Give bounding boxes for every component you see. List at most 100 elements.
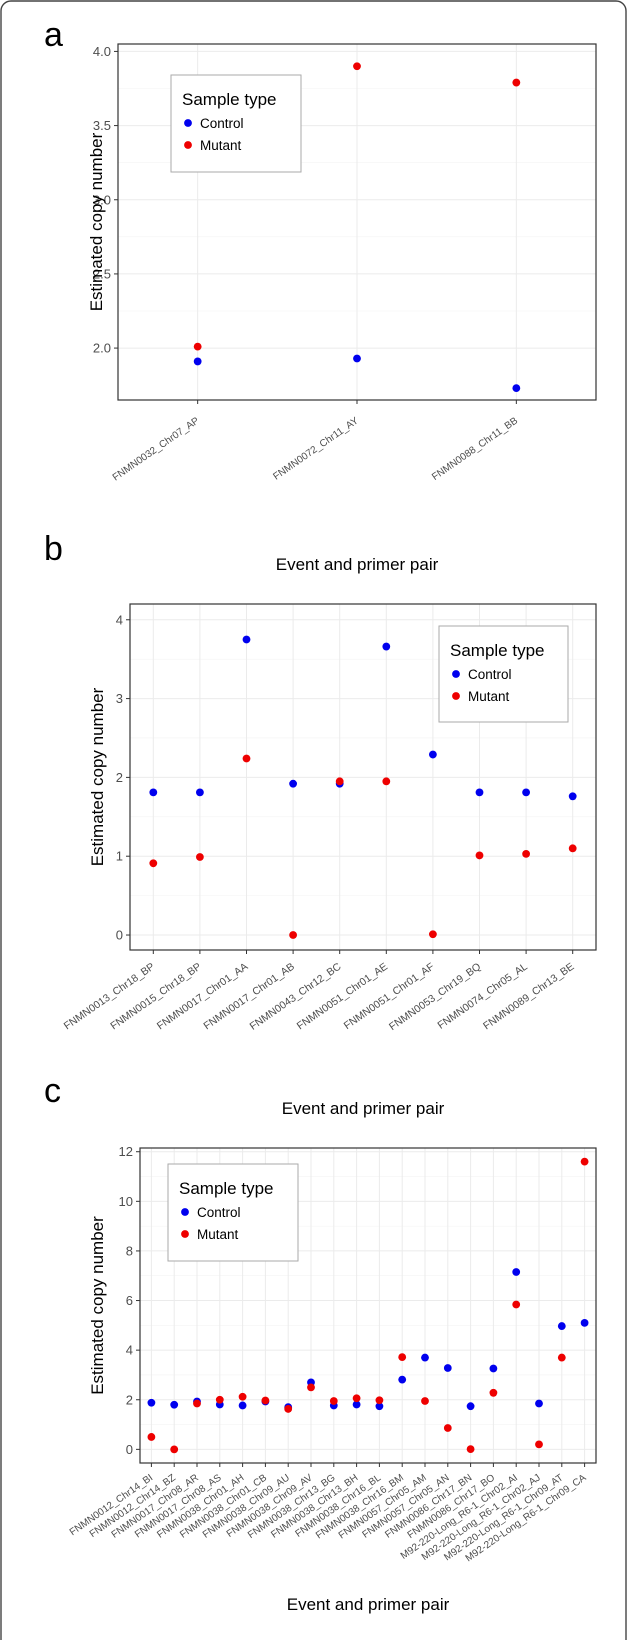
legend-entry: Mutant xyxy=(200,138,242,153)
data-point-control xyxy=(557,1322,566,1330)
legend-entry: Mutant xyxy=(197,1227,239,1242)
data-point-mutant xyxy=(382,777,391,786)
y-tick-label: 12 xyxy=(119,1144,133,1159)
legend-box xyxy=(167,1163,299,1262)
data-point-control xyxy=(289,779,297,788)
y-tick-label: 8 xyxy=(126,1243,133,1258)
data-point-control xyxy=(466,1402,475,1411)
data-point-mutant xyxy=(352,1394,361,1403)
data-point-control xyxy=(398,1375,407,1384)
data-point-mutant xyxy=(149,859,158,868)
data-point-mutant xyxy=(335,777,344,786)
legend-swatch-control xyxy=(184,119,192,127)
x-axis-title: Event and primer pair xyxy=(276,555,439,574)
legend-swatch-mutant xyxy=(184,141,192,149)
data-point-control xyxy=(522,788,530,797)
data-point-control xyxy=(580,1318,589,1327)
data-point-control xyxy=(512,384,521,393)
data-point-control xyxy=(242,635,251,644)
data-point-control xyxy=(443,1364,452,1372)
legend-entry: Control xyxy=(200,116,244,131)
panel-label: a xyxy=(44,16,63,54)
data-point-mutant xyxy=(375,1396,384,1405)
data-point-control xyxy=(421,1353,429,1362)
data-point-mutant xyxy=(193,1399,201,1408)
data-point-control xyxy=(170,1400,179,1409)
data-point-control xyxy=(512,1268,521,1276)
y-tick-label: 4 xyxy=(116,612,123,627)
y-tick-label: 4.0 xyxy=(93,44,111,59)
data-point-mutant xyxy=(421,1397,429,1405)
legend-swatch-control xyxy=(452,670,460,678)
y-tick-label: 0 xyxy=(116,928,123,943)
data-point-mutant xyxy=(289,931,297,939)
data-point-mutant xyxy=(522,849,530,858)
legend-swatch-mutant xyxy=(181,1230,189,1238)
legend-box xyxy=(170,74,302,173)
y-axis-title: Estimated copy number xyxy=(87,132,106,311)
data-point-mutant xyxy=(568,844,577,853)
legend-title: Sample type xyxy=(179,1179,274,1198)
y-tick-label: 2 xyxy=(116,770,123,785)
legend-entry: Mutant xyxy=(468,689,510,704)
data-point-control xyxy=(149,788,158,797)
data-point-mutant xyxy=(170,1445,179,1454)
data-point-mutant xyxy=(215,1395,224,1404)
data-point-control xyxy=(535,1399,543,1408)
data-point-control xyxy=(193,357,202,366)
data-point-mutant xyxy=(557,1353,566,1362)
y-axis-title: Estimated copy number xyxy=(88,1216,107,1395)
legend-swatch-control xyxy=(181,1208,189,1216)
data-point-control xyxy=(196,788,204,797)
x-axis-title: Event and primer pair xyxy=(287,1595,450,1614)
x-axis-title: Event and primer pair xyxy=(282,1099,445,1118)
y-tick-label: 10 xyxy=(119,1194,133,1209)
legend-entry: Control xyxy=(468,667,512,682)
data-point-mutant xyxy=(329,1397,338,1405)
data-point-control xyxy=(352,1400,361,1409)
data-point-mutant xyxy=(147,1433,156,1441)
y-tick-label: 4 xyxy=(126,1343,133,1358)
legend-title: Sample type xyxy=(182,90,277,109)
data-point-mutant xyxy=(193,342,202,351)
data-point-mutant xyxy=(580,1157,589,1166)
data-point-mutant xyxy=(242,754,251,763)
data-point-mutant xyxy=(475,851,484,860)
panel-label: b xyxy=(44,530,63,568)
data-point-mutant xyxy=(398,1353,407,1361)
data-point-mutant xyxy=(512,1300,521,1309)
y-tick-label: 6 xyxy=(126,1293,133,1308)
data-point-control xyxy=(475,788,484,797)
data-point-mutant xyxy=(535,1440,543,1449)
y-tick-label: 3 xyxy=(116,691,123,706)
data-point-mutant xyxy=(512,78,521,87)
data-point-control xyxy=(382,642,391,651)
y-tick-label: 2.0 xyxy=(93,341,111,356)
legend-swatch-mutant xyxy=(452,692,460,700)
data-point-mutant xyxy=(466,1445,475,1454)
y-tick-label: 2.5 xyxy=(93,266,111,281)
y-tick-label: 3.0 xyxy=(93,192,111,207)
data-point-mutant xyxy=(284,1405,293,1413)
data-point-control xyxy=(147,1398,156,1407)
data-point-mutant xyxy=(443,1424,452,1432)
data-point-control xyxy=(489,1364,498,1373)
data-point-mutant xyxy=(307,1383,315,1392)
legend-entry: Control xyxy=(197,1205,241,1220)
y-tick-label: 2 xyxy=(126,1392,133,1407)
data-point-control xyxy=(375,1402,384,1411)
data-point-mutant xyxy=(196,853,204,861)
data-point-mutant xyxy=(353,62,361,71)
y-tick-label: 3.5 xyxy=(93,118,111,133)
y-tick-label: 0 xyxy=(126,1442,133,1457)
data-point-control xyxy=(429,750,437,759)
legend-title: Sample type xyxy=(450,641,545,660)
data-point-mutant xyxy=(489,1388,498,1397)
legend-box xyxy=(438,625,569,723)
data-point-mutant xyxy=(429,930,437,939)
data-point-control xyxy=(568,792,577,801)
panel-label: c xyxy=(44,1072,61,1110)
y-axis-title: Estimated copy number xyxy=(88,687,107,866)
